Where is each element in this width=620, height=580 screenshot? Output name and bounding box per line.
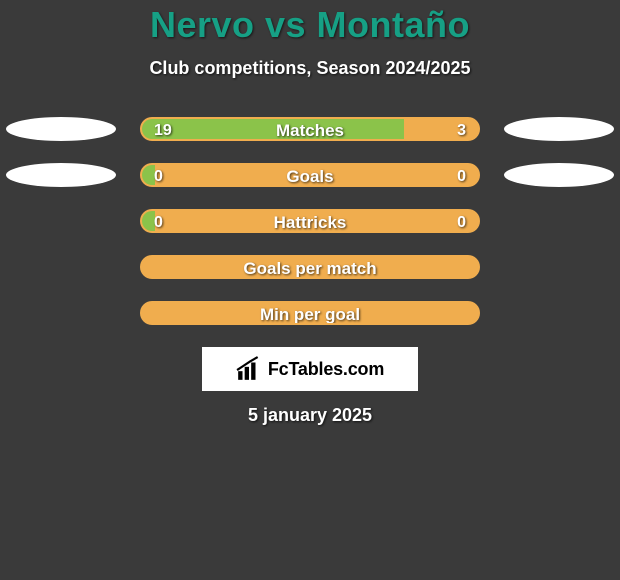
stat-row: Min per goal <box>0 301 620 325</box>
stat-bar: 00Goals <box>140 163 480 187</box>
stat-rows: 193Matches 00Goals 00Hattricks Goals per ma… <box>0 117 620 325</box>
stat-row: 00Hattricks <box>0 209 620 233</box>
player-left-marker <box>6 163 116 187</box>
stat-row: Goals per match <box>0 255 620 279</box>
date-label: 5 january 2025 <box>0 405 620 426</box>
player-left-marker <box>6 117 116 141</box>
stat-bar: Goals per match <box>140 255 480 279</box>
page-title: Nervo vs Montaño <box>0 4 620 46</box>
stat-label: Hattricks <box>142 211 478 233</box>
stat-label: Matches <box>142 119 478 141</box>
player-right-marker <box>504 117 614 141</box>
logo-box: FcTables.com <box>202 347 418 391</box>
subtitle: Club competitions, Season 2024/2025 <box>0 58 620 79</box>
stat-label: Min per goal <box>142 303 478 325</box>
logo-text: FcTables.com <box>268 359 384 380</box>
stat-row: 00Goals <box>0 163 620 187</box>
stat-bar: Min per goal <box>140 301 480 325</box>
stat-label: Goals per match <box>142 257 478 279</box>
bar-chart-icon <box>236 356 262 382</box>
comparison-infographic: Nervo vs Montaño Club competitions, Seas… <box>0 0 620 580</box>
player-right-marker <box>504 163 614 187</box>
stat-bar: 00Hattricks <box>140 209 480 233</box>
stat-bar: 193Matches <box>140 117 480 141</box>
stat-row: 193Matches <box>0 117 620 141</box>
stat-label: Goals <box>142 165 478 187</box>
